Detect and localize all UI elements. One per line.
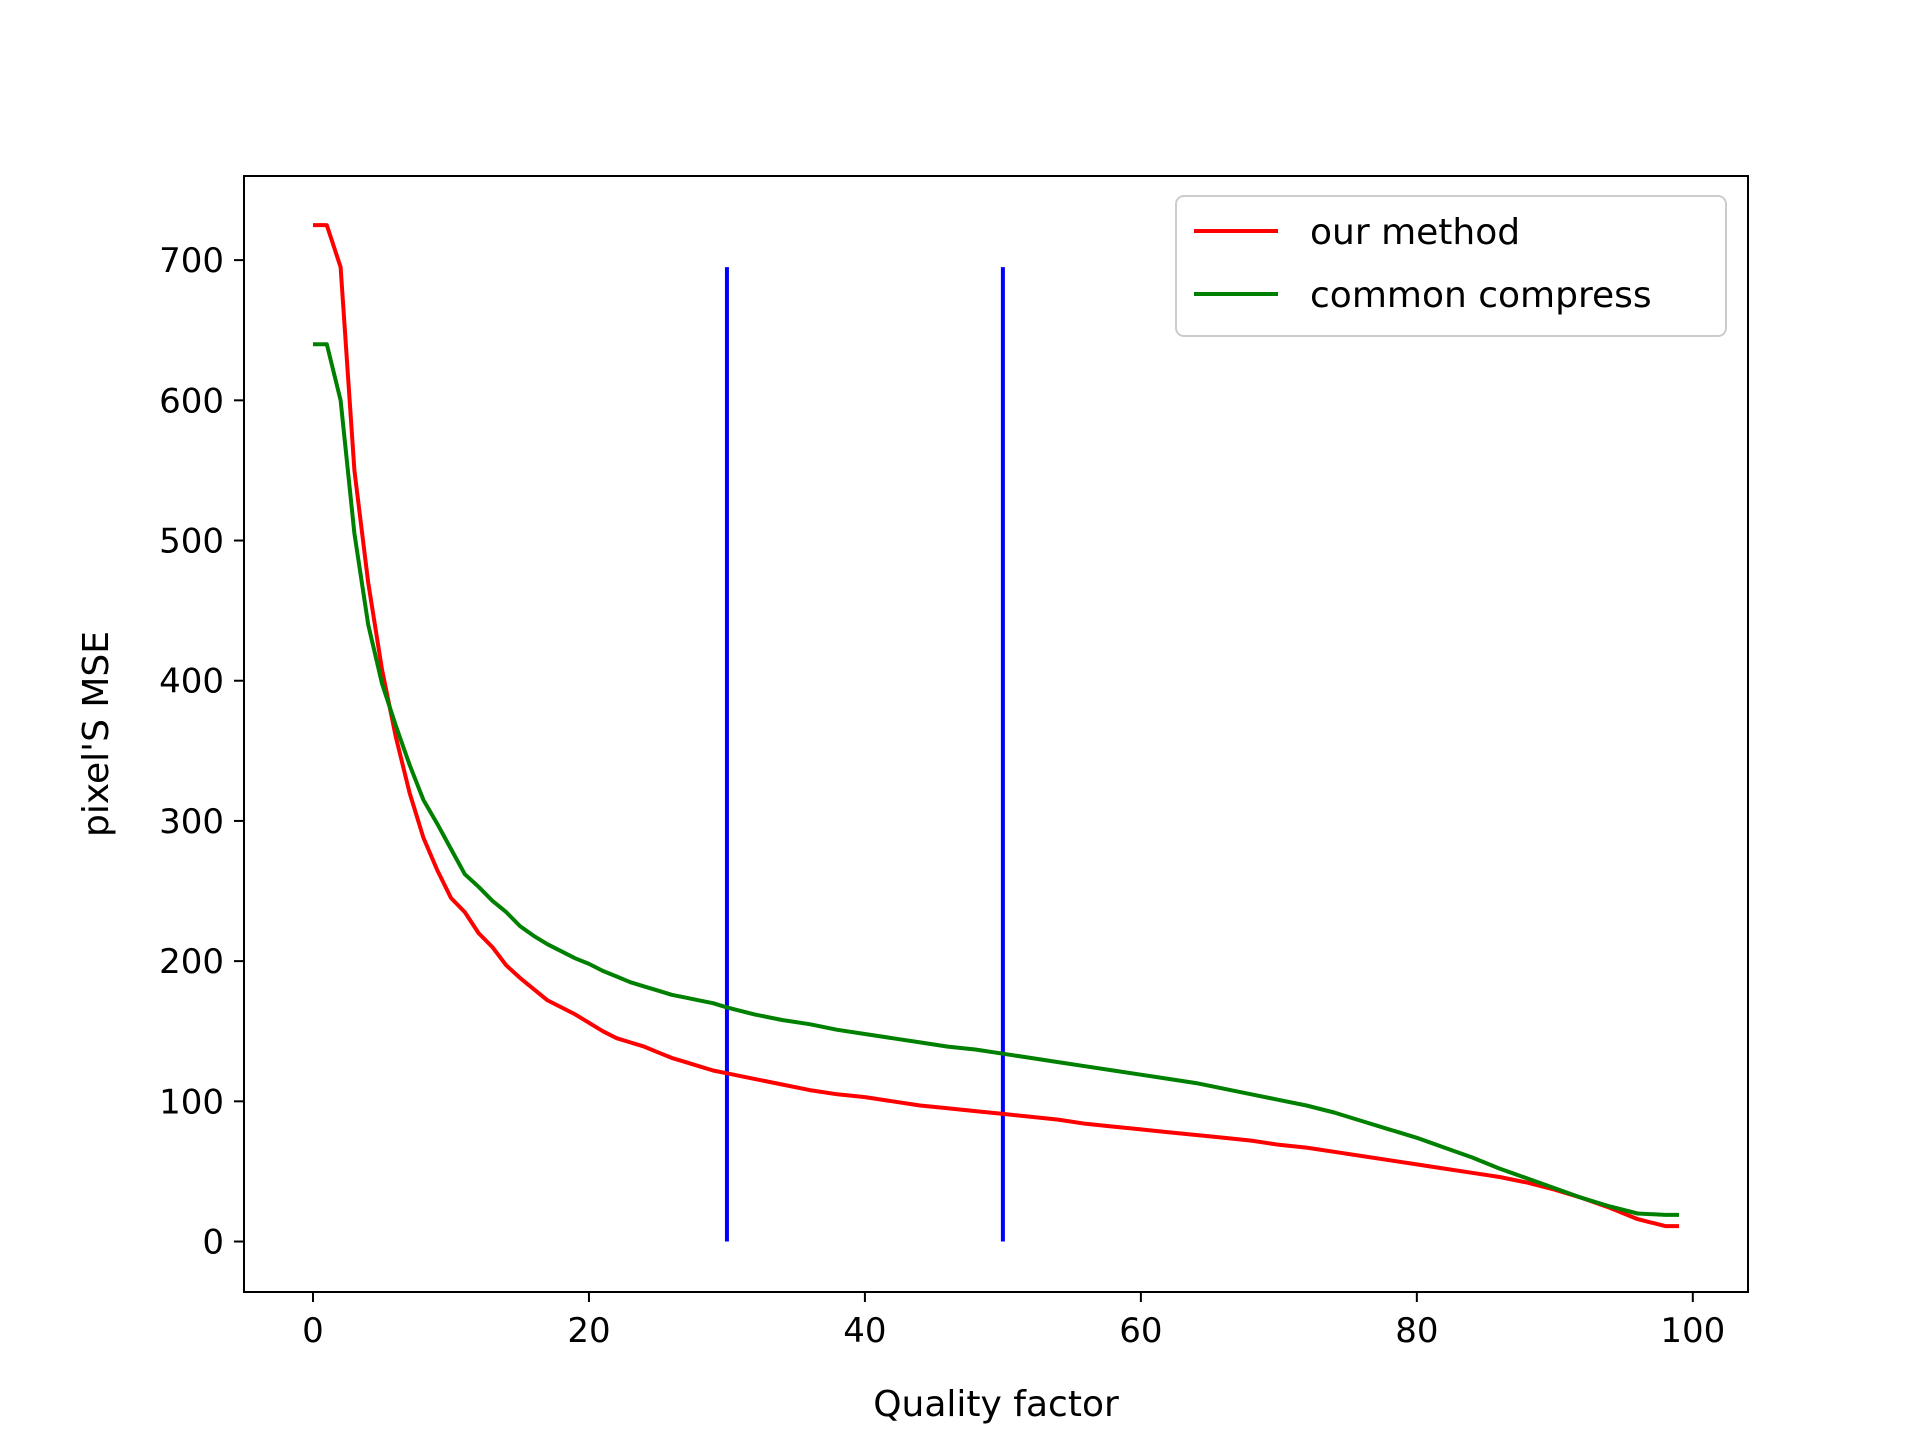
legend: our method common compress xyxy=(1175,195,1727,337)
x-axis-label: Quality factor xyxy=(873,1384,1119,1425)
x-axis: 0 20 40 60 80 100 xyxy=(302,1292,1725,1351)
series-layer xyxy=(313,223,1679,1242)
y-tick-label: 200 xyxy=(159,942,224,982)
series-line-common-compress xyxy=(313,342,1679,1217)
legend-label-common-compress: common compress xyxy=(1310,275,1652,316)
x-tick-label: 60 xyxy=(1119,1311,1162,1351)
y-tick-label: 700 xyxy=(159,241,224,281)
plot-frame xyxy=(243,175,1749,1293)
y-axis-label: pixel'S MSE xyxy=(76,631,117,837)
x-tick-label: 100 xyxy=(1660,1311,1725,1351)
legend-label-our-method: our method xyxy=(1310,212,1520,253)
y-tick-label: 0 xyxy=(202,1223,224,1263)
y-tick-label: 100 xyxy=(159,1082,224,1122)
x-tick-label: 40 xyxy=(843,1311,886,1351)
x-tick-label: 80 xyxy=(1395,1311,1438,1351)
y-tick-label: 400 xyxy=(159,662,224,702)
series-line-our-method xyxy=(313,223,1679,1229)
y-tick-label: 300 xyxy=(159,802,224,842)
x-tick-label: 20 xyxy=(567,1311,610,1351)
y-tick-label: 600 xyxy=(159,381,224,421)
plot-area xyxy=(313,223,1679,1242)
x-tick-label: 0 xyxy=(302,1311,324,1351)
legend-box xyxy=(1175,195,1727,337)
y-tick-label: 500 xyxy=(159,522,224,562)
y-axis: 0 100 200 300 400 500 600 700 xyxy=(159,241,244,1263)
